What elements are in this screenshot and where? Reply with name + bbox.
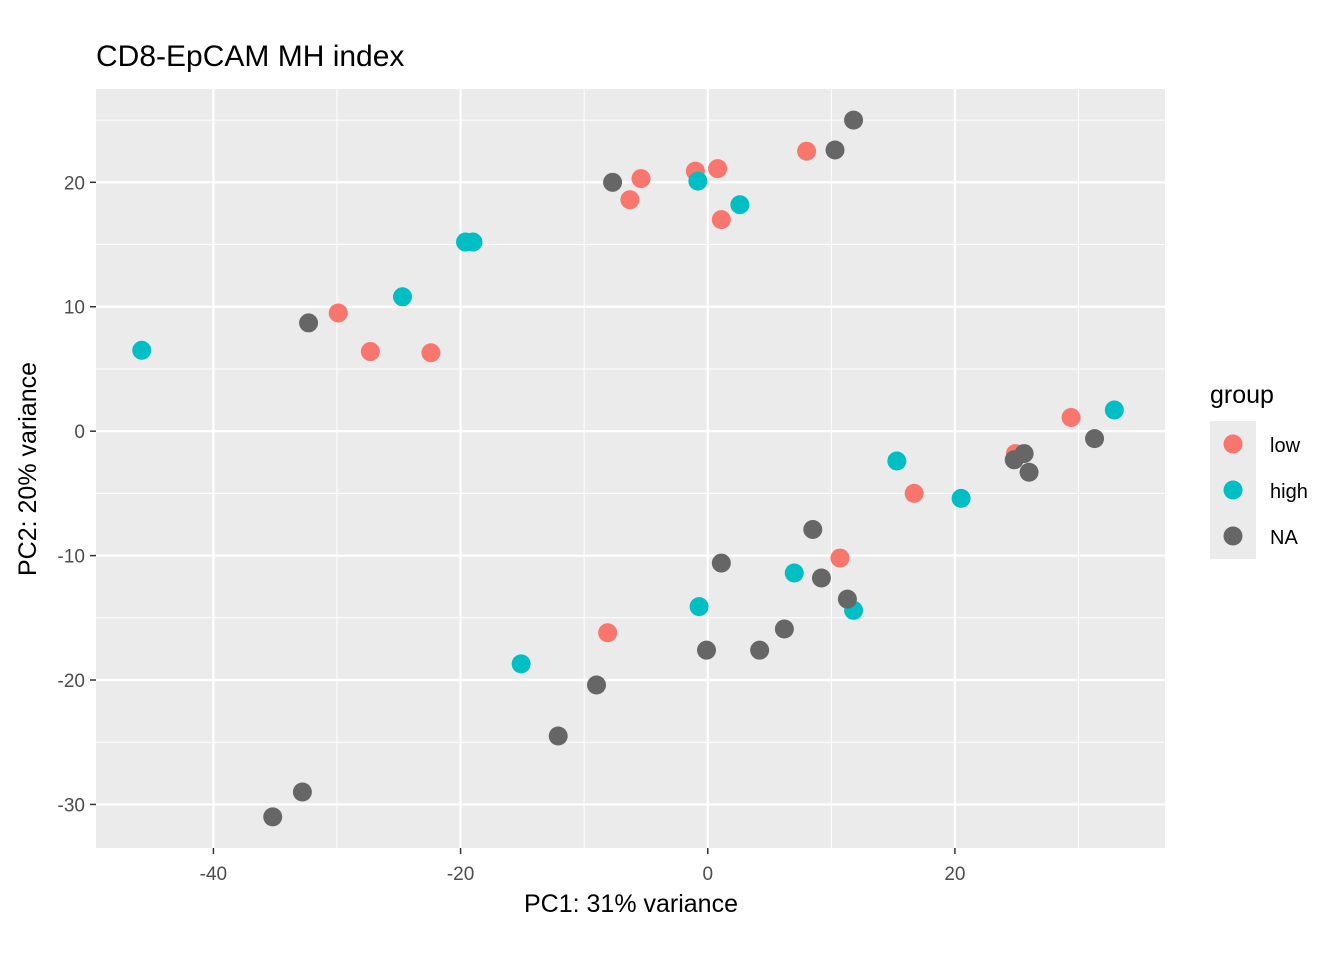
point-low: [360, 342, 380, 362]
x-tick-label: -40: [200, 864, 227, 885]
point-low: [830, 548, 850, 568]
point-low: [711, 210, 731, 230]
y-tick-label: -10: [58, 547, 85, 568]
point-na: [811, 568, 831, 588]
point-high: [784, 563, 804, 583]
y-tick-label: 10: [64, 298, 85, 319]
point-na: [587, 675, 607, 695]
point-na: [837, 589, 857, 609]
point-na: [1085, 429, 1105, 449]
point-high: [887, 451, 907, 471]
point-low: [797, 141, 817, 161]
point-high: [689, 597, 709, 617]
y-axis-label: PC2: 20% variance: [14, 362, 42, 576]
point-low: [598, 623, 618, 643]
point-na: [292, 782, 312, 802]
point-low: [620, 190, 640, 210]
point-low: [904, 483, 924, 503]
point-na: [711, 553, 731, 573]
point-na: [1019, 462, 1039, 482]
point-low: [421, 343, 441, 363]
point-na: [697, 640, 717, 660]
y-tick-label: 0: [74, 422, 85, 443]
point-low: [631, 169, 651, 189]
y-tick-label: 20: [64, 173, 85, 194]
point-high: [1104, 400, 1124, 420]
point-na: [603, 172, 623, 192]
point-high: [511, 654, 531, 674]
point-na: [825, 140, 845, 160]
legend-swatch-na: [1223, 526, 1243, 546]
point-na: [803, 519, 823, 539]
legend-title: group: [1210, 381, 1274, 409]
plot-panel: [96, 89, 1165, 848]
panel-background: [96, 89, 1165, 848]
legend-label-high: high: [1270, 481, 1308, 503]
y-tick-label: -30: [58, 795, 85, 816]
point-low: [1061, 407, 1081, 427]
point-low: [328, 303, 348, 323]
legend-label-na: NA: [1270, 527, 1298, 549]
x-tick-label: -20: [447, 864, 474, 885]
point-na: [299, 313, 319, 333]
axes: -40 -20 0 20 -30 -20 -10 0 10 20: [58, 173, 966, 885]
point-na: [750, 640, 770, 660]
point-na: [548, 726, 568, 746]
legend-label-low: low: [1270, 435, 1301, 457]
legend-swatch-high: [1223, 480, 1243, 500]
point-high: [730, 195, 750, 215]
y-tick-label: -20: [58, 671, 85, 692]
chart-title: CD8-EpCAM MH index: [96, 40, 404, 73]
point-na: [774, 619, 794, 639]
x-axis-label: PC1: 31% variance: [524, 890, 738, 918]
point-na: [1004, 450, 1024, 470]
point-high: [463, 232, 483, 252]
point-high: [392, 287, 412, 307]
point-high: [951, 488, 971, 508]
point-high: [688, 171, 708, 191]
data-points: [132, 110, 1124, 827]
legend-swatch-low: [1223, 434, 1243, 454]
point-na: [844, 110, 864, 130]
point-high: [132, 340, 152, 360]
legend: group low high NA: [1210, 381, 1308, 559]
x-tick-label: 0: [702, 864, 713, 885]
point-na: [263, 807, 283, 827]
point-low: [708, 159, 728, 179]
x-tick-label: 20: [944, 864, 965, 885]
